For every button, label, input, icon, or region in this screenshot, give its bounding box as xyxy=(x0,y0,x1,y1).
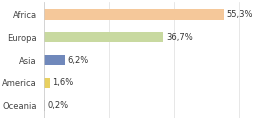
Bar xyxy=(45,9,224,20)
Text: 0,2%: 0,2% xyxy=(48,101,69,110)
Bar xyxy=(45,78,50,88)
Text: 1,6%: 1,6% xyxy=(52,78,74,87)
Text: 36,7%: 36,7% xyxy=(166,33,193,42)
Text: 6,2%: 6,2% xyxy=(67,55,88,65)
Bar xyxy=(45,32,164,42)
Text: 55,3%: 55,3% xyxy=(226,10,253,19)
Bar xyxy=(45,55,65,65)
